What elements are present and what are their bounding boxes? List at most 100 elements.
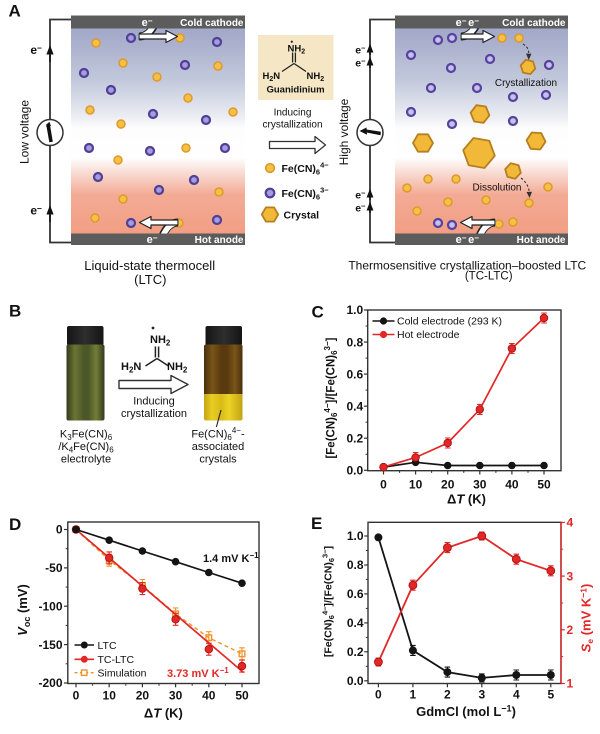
svg-text:NH2: NH2: [307, 71, 325, 83]
svg-text:e−: e−: [456, 234, 467, 247]
svg-text:TC-LTC: TC-LTC: [98, 654, 135, 666]
svg-text:Cold cathode: Cold cathode: [502, 18, 566, 29]
svg-text:crystallization: crystallization: [262, 120, 322, 131]
svg-text:-50: -50: [45, 561, 63, 575]
svg-text:Hot anode: Hot anode: [517, 235, 566, 246]
svg-text:0.4: 0.4: [347, 399, 364, 413]
svg-text:Hot electrode: Hot electrode: [397, 329, 460, 341]
svg-text:3: 3: [567, 569, 574, 583]
svg-text:B: B: [9, 302, 21, 321]
svg-text:associated: associated: [192, 441, 245, 453]
svg-text:Liquid-state thermocell: Liquid-state thermocell: [84, 258, 215, 273]
svg-text:e−: e−: [468, 16, 479, 29]
svg-text:10: 10: [409, 478, 423, 492]
svg-text:4: 4: [513, 688, 520, 702]
svg-text:Cold electrode (293 K): Cold electrode (293 K): [397, 316, 502, 328]
svg-text:-150: -150: [38, 638, 62, 652]
svg-text:40: 40: [202, 689, 216, 703]
svg-text:e−: e−: [355, 44, 366, 57]
svg-text:C: C: [312, 303, 324, 322]
svg-text:e−: e−: [468, 234, 479, 247]
svg-text:4: 4: [567, 516, 574, 530]
svg-text:0.8: 0.8: [347, 558, 364, 572]
svg-text:1.0: 1.0: [347, 529, 364, 543]
svg-text:K3Fe(CN)6: K3Fe(CN)6: [60, 429, 113, 443]
svg-text:1.4 mV K−1: 1.4 mV K−1: [203, 551, 259, 565]
svg-text:2: 2: [444, 688, 451, 702]
svg-text:0.8: 0.8: [347, 335, 364, 349]
svg-text:5: 5: [547, 688, 554, 702]
svg-text:[Fe(CN)64−]/[Fe(CN)63−]: [Fe(CN)64−]/[Fe(CN)63−]: [321, 546, 337, 657]
svg-text:H2N: H2N: [263, 71, 281, 83]
svg-text:0: 0: [56, 523, 63, 537]
svg-text:High voltage: High voltage: [337, 98, 351, 165]
svg-text:(LTC): (LTC): [134, 272, 166, 287]
svg-text:crystallization: crystallization: [121, 408, 187, 420]
svg-text:50: 50: [235, 689, 249, 703]
svg-text:3.73 mV K−1: 3.73 mV K−1: [167, 666, 229, 680]
svg-text:0: 0: [73, 689, 80, 703]
svg-text:30: 30: [169, 689, 183, 703]
svg-text:e−: e−: [142, 16, 153, 29]
svg-text:Guanidinium: Guanidinium: [266, 85, 324, 96]
svg-text:1.0: 1.0: [347, 303, 364, 317]
svg-text:Dissolution: Dissolution: [473, 183, 522, 194]
svg-text:NH2: NH2: [288, 44, 306, 56]
svg-text:e−: e−: [30, 43, 42, 57]
svg-text:2: 2: [567, 623, 574, 637]
svg-text:0.2: 0.2: [347, 645, 364, 659]
svg-text:/K4Fe(CN)6: /K4Fe(CN)6: [58, 441, 114, 455]
svg-text:LTC: LTC: [98, 640, 117, 652]
svg-text:e−: e−: [30, 204, 42, 218]
svg-text:GdmCl (mol L−1): GdmCl (mol L−1): [416, 704, 516, 720]
svg-text:Crystal: Crystal: [284, 210, 320, 222]
svg-text:40: 40: [505, 478, 519, 492]
svg-text:Inducing: Inducing: [133, 396, 175, 408]
svg-text:[Fe(CN)64−]/[Fe(CN)63−]: [Fe(CN)64−]/[Fe(CN)63−]: [323, 337, 339, 458]
svg-text:20: 20: [441, 478, 455, 492]
svg-text:0.2: 0.2: [347, 431, 364, 445]
svg-text:1: 1: [410, 688, 417, 702]
svg-text:Hot anode: Hot anode: [195, 235, 244, 246]
svg-text:0.0: 0.0: [347, 464, 364, 478]
svg-text:E: E: [311, 514, 322, 533]
svg-text:3: 3: [478, 688, 485, 702]
svg-text:ΔT (K): ΔT (K): [144, 706, 183, 721]
svg-text:0: 0: [375, 688, 382, 702]
svg-text:e−: e−: [456, 16, 467, 29]
svg-text:electrolyte: electrolyte: [61, 454, 111, 466]
svg-text:Fe(CN)64−-: Fe(CN)64−-: [191, 426, 245, 442]
svg-text:Crystallization: Crystallization: [495, 78, 557, 89]
svg-text:20: 20: [136, 689, 150, 703]
svg-text:50: 50: [537, 478, 551, 492]
svg-text:e−: e−: [147, 234, 158, 247]
svg-text:0.6: 0.6: [347, 367, 364, 381]
svg-text:e−: e−: [355, 57, 366, 70]
svg-text:30: 30: [473, 478, 487, 492]
svg-text:Inducing: Inducing: [274, 108, 312, 119]
svg-text:10: 10: [103, 689, 117, 703]
svg-text:0.0: 0.0: [347, 674, 364, 688]
svg-text:NH2: NH2: [167, 361, 188, 375]
svg-text:Fe(CN)63−: Fe(CN)63−: [282, 186, 330, 202]
svg-text:A: A: [9, 2, 21, 21]
svg-text:ΔT (K): ΔT (K): [447, 492, 486, 507]
svg-text:0.6: 0.6: [347, 587, 364, 601]
svg-text:Fe(CN)64−: Fe(CN)64−: [282, 161, 330, 177]
svg-text:0: 0: [380, 478, 387, 492]
svg-text:Low voltage: Low voltage: [18, 100, 32, 164]
svg-text:H2N: H2N: [121, 361, 141, 375]
svg-text:Simulation: Simulation: [98, 668, 147, 680]
svg-text:D: D: [9, 515, 21, 534]
svg-text:(TC-LTC): (TC-LTC): [465, 271, 513, 283]
svg-text:NH2: NH2: [150, 334, 171, 348]
svg-text:Voc (mV): Voc (mV): [15, 584, 32, 636]
svg-text:-200: -200: [38, 676, 62, 690]
svg-text:e−: e−: [355, 189, 366, 202]
svg-text:0.4: 0.4: [347, 616, 364, 630]
svg-text:e−: e−: [355, 202, 366, 215]
svg-text:Cold cathode: Cold cathode: [180, 18, 244, 29]
svg-text:1: 1: [567, 677, 574, 691]
svg-text:Thermosensitive crystallizatio: Thermosensitive crystallization–boosted …: [348, 259, 586, 273]
svg-text:-100: -100: [38, 600, 62, 614]
